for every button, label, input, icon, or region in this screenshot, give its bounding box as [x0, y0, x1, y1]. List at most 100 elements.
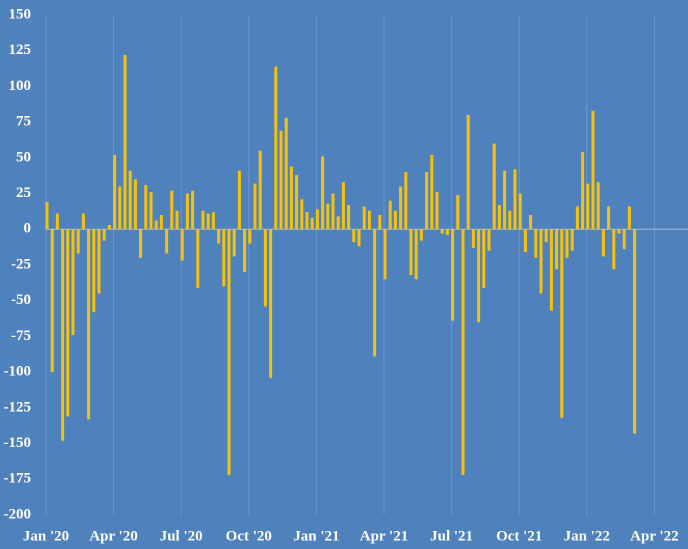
bar — [170, 190, 174, 230]
bar — [263, 229, 267, 307]
bar — [243, 229, 247, 273]
bar — [435, 192, 439, 230]
bar — [295, 175, 299, 230]
bar — [310, 217, 314, 230]
bar — [471, 229, 475, 248]
y-tick-label: 50 — [16, 149, 31, 165]
bar — [113, 155, 117, 230]
bar — [123, 55, 127, 230]
bar — [539, 229, 543, 294]
bar — [222, 229, 226, 287]
bar — [357, 229, 361, 247]
bar — [513, 169, 517, 230]
y-tick-label: -75 — [11, 328, 31, 344]
bar — [165, 229, 169, 254]
bar — [362, 206, 366, 230]
bar — [300, 199, 304, 230]
bar — [274, 66, 278, 230]
bar — [326, 203, 330, 230]
bar — [383, 229, 387, 280]
bar — [393, 210, 397, 230]
bar — [627, 206, 631, 230]
bar — [71, 229, 75, 335]
x-tick-label: Jul '20 — [160, 528, 203, 544]
bar — [66, 229, 70, 417]
bar — [409, 229, 413, 275]
bar — [352, 229, 356, 243]
bar — [341, 182, 345, 230]
bar — [503, 170, 507, 230]
bar — [315, 209, 319, 230]
bar — [549, 229, 553, 311]
bar — [279, 130, 283, 230]
x-tick-label: Oct '20 — [226, 528, 272, 544]
bar — [227, 229, 231, 475]
bar — [456, 195, 460, 230]
bar — [529, 215, 533, 230]
bar — [586, 183, 590, 230]
bar — [560, 229, 564, 418]
bar — [87, 229, 91, 420]
bar — [321, 156, 325, 230]
y-tick-label: -50 — [11, 292, 31, 308]
y-tick-label: 25 — [16, 185, 31, 201]
bar — [175, 210, 179, 230]
bar — [612, 229, 616, 270]
bar — [404, 172, 408, 230]
bar — [258, 150, 262, 230]
bar — [139, 229, 143, 258]
bar — [191, 190, 195, 230]
x-tick-label: Apr '20 — [89, 528, 137, 544]
bar — [399, 186, 403, 230]
bar — [76, 229, 80, 254]
bar — [180, 229, 184, 261]
bar — [466, 115, 470, 230]
y-tick-label: 0 — [24, 221, 32, 237]
bar — [185, 193, 189, 230]
bar — [596, 182, 600, 230]
bar — [477, 229, 481, 323]
x-tick-label: Jan '22 — [564, 528, 610, 544]
y-tick-label: -125 — [4, 399, 32, 415]
bar — [347, 205, 351, 230]
bar — [45, 202, 49, 230]
bar — [482, 229, 486, 288]
bar — [523, 229, 527, 253]
bar — [419, 229, 423, 241]
bar — [331, 193, 335, 230]
bar — [555, 229, 559, 270]
bar — [55, 213, 59, 230]
bar — [107, 225, 111, 230]
bar — [565, 229, 569, 258]
bar — [497, 205, 501, 230]
bar — [305, 212, 309, 230]
bar — [425, 172, 429, 230]
bar — [269, 229, 273, 378]
y-tick-label: -175 — [4, 471, 32, 487]
bar — [232, 229, 236, 257]
x-tick-label: Jan '20 — [23, 528, 69, 544]
bar — [336, 216, 340, 230]
bar — [414, 229, 418, 280]
bar — [253, 183, 257, 230]
bar — [128, 170, 132, 230]
bar — [159, 215, 163, 230]
bar — [373, 229, 377, 357]
bar — [575, 206, 579, 230]
y-tick-label: 75 — [16, 114, 31, 130]
bar — [61, 229, 65, 441]
bar — [570, 229, 574, 251]
bar — [118, 186, 122, 230]
x-tick-label: Oct '21 — [496, 528, 542, 544]
y-tick-label: -150 — [4, 435, 32, 451]
bar — [440, 229, 444, 234]
bar — [445, 229, 449, 235]
y-tick-label: 150 — [9, 6, 32, 22]
bar — [534, 229, 538, 258]
bar — [378, 215, 382, 230]
bar — [388, 200, 392, 230]
bar — [92, 229, 96, 313]
y-tick-label: 125 — [9, 42, 32, 58]
bar — [591, 110, 595, 230]
